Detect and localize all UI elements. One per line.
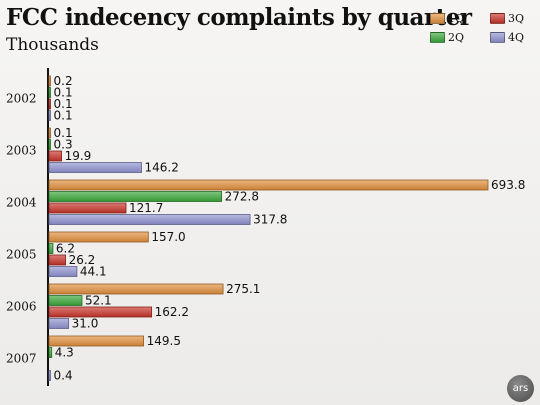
bar-4Q-2003	[48, 162, 142, 173]
data-label-3Q-2006: 162.2	[155, 305, 189, 319]
bar-3Q-2002	[48, 98, 51, 110]
data-label-2Q-2002: 0.1	[54, 86, 73, 100]
category-label: 2003	[6, 144, 37, 158]
data-label-2Q-2007: 4.3	[55, 346, 74, 360]
bar-4Q-2006	[48, 318, 70, 329]
category-labels: 2002 2003 2004 2005 2006 2007	[6, 92, 37, 366]
bar-3Q-2003	[48, 150, 62, 162]
bar-4Q-2004	[48, 214, 251, 225]
data-label-3Q-2003: 19.9	[65, 149, 92, 163]
legend-swatch	[490, 32, 505, 43]
bar-1Q-2005	[48, 231, 149, 243]
data-label-4Q-2003: 146.2	[145, 161, 179, 175]
legend-swatch	[430, 32, 445, 43]
legend-item-1Q: 1Q	[430, 12, 464, 25]
data-label-4Q-2004: 317.8	[253, 213, 287, 227]
data-label-2Q-2004: 272.8	[225, 190, 259, 204]
bar-2Q-2002	[48, 87, 51, 98]
legend-label: 2Q	[448, 31, 465, 44]
legend-label: 4Q	[508, 31, 525, 44]
legend-label: 1Q	[448, 12, 465, 25]
bar-1Q-2002	[48, 75, 51, 87]
legend-label: 3Q	[508, 12, 525, 25]
legend-item-3Q: 3Q	[490, 12, 524, 25]
category-label: 2004	[6, 196, 37, 210]
data-label-2Q-2003: 0.3	[54, 138, 73, 152]
legend-item-4Q: 4Q	[490, 31, 524, 44]
bar-2Q-2004	[48, 191, 223, 202]
bar-2Q-2005	[48, 243, 54, 254]
data-label-4Q-2007: 0.4	[54, 369, 73, 383]
data-label-2Q-2006: 52.1	[85, 294, 112, 308]
legend-item-2Q: 2Q	[430, 31, 464, 44]
data-label-1Q-2007: 149.5	[147, 334, 181, 348]
bar-2Q-2007	[48, 347, 53, 358]
bar-2Q-2003	[48, 139, 51, 150]
data-label-3Q-2002: 0.1	[54, 97, 73, 111]
legend-swatch	[490, 13, 505, 24]
bars	[48, 75, 489, 381]
chart-title: FCC indecency complaints by quarter	[6, 4, 472, 31]
data-label-3Q-2004: 121.7	[129, 201, 163, 215]
bar-1Q-2004	[48, 179, 489, 191]
data-label-1Q-2003: 0.1	[54, 126, 73, 140]
data-label-1Q-2004: 693.8	[491, 178, 525, 192]
data-label-1Q-2005: 157.0	[151, 230, 185, 244]
bar-3Q-2004	[48, 202, 127, 214]
legend-swatch	[430, 13, 445, 24]
bar-4Q-2005	[48, 266, 78, 277]
legend: 1Q 2Q 3Q 4Q	[430, 12, 540, 46]
data-label-3Q-2005: 26.2	[69, 253, 96, 267]
category-label: 2007	[6, 352, 37, 366]
bar-1Q-2006	[48, 283, 224, 295]
data-label-1Q-2006: 275.1	[226, 282, 260, 296]
bar-2Q-2006	[48, 295, 83, 306]
bar-1Q-2007	[48, 335, 144, 347]
ars-logo-icon: ars	[507, 375, 534, 402]
bar-3Q-2005	[48, 254, 66, 266]
category-label: 2006	[6, 300, 37, 314]
bar-4Q-2007	[48, 370, 51, 381]
data-label-4Q-2006: 31.0	[72, 317, 99, 331]
chart-subtitle: Thousands	[6, 35, 99, 55]
data-label-2Q-2005: 6.2	[56, 242, 75, 256]
data-label-4Q-2002: 0.1	[54, 109, 73, 123]
bar-3Q-2006	[48, 306, 153, 318]
category-label: 2005	[6, 248, 37, 262]
bar-4Q-2002	[48, 110, 51, 121]
data-label-1Q-2002: 0.2	[54, 74, 73, 88]
category-label: 2002	[6, 92, 37, 106]
data-label-4Q-2005: 44.1	[80, 265, 107, 279]
bar-1Q-2003	[48, 127, 51, 139]
value-labels: 0.20.10.10.10.10.319.9146.2693.8272.8121…	[54, 74, 526, 383]
